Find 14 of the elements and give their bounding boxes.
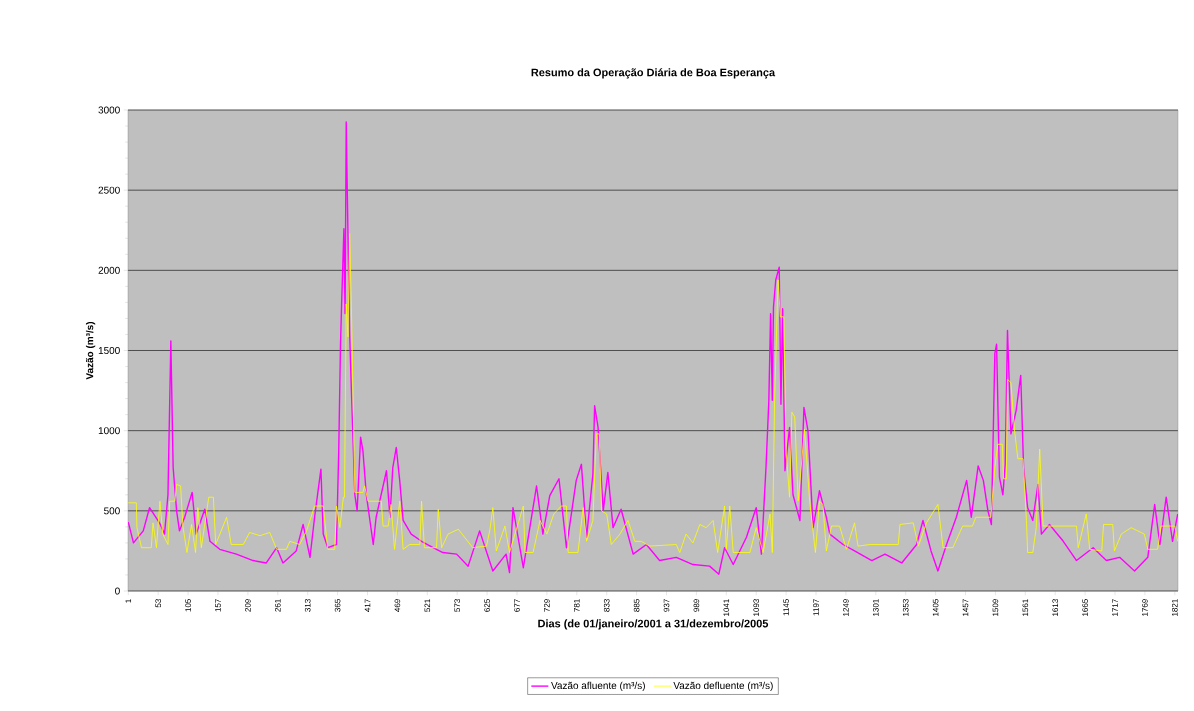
y-tick-label: 2500 bbox=[98, 186, 120, 194]
y-tick-label: 500 bbox=[104, 507, 120, 515]
y-tick-label: 3000 bbox=[98, 106, 120, 114]
legend-label: Vazão afluente (m³/s) bbox=[551, 681, 645, 692]
y-axis-title: Vazão (m³/s) bbox=[85, 321, 96, 380]
legend-label: Vazão defluente (m³/s) bbox=[673, 681, 773, 692]
line-series bbox=[128, 233, 1178, 553]
chart-title: Resumo da Operação Diária de Boa Esperança bbox=[531, 68, 776, 79]
y-tick-label: 1500 bbox=[98, 346, 120, 355]
x-axis-title: Dias (de 01/janeiro/2001 a 31/dezembro/2005 bbox=[538, 619, 769, 630]
y-tick-label: 0 bbox=[115, 587, 120, 595]
y-tick-label: 1000 bbox=[98, 427, 120, 435]
y-tick-label: 2000 bbox=[98, 266, 120, 274]
line-series bbox=[128, 121, 1178, 575]
